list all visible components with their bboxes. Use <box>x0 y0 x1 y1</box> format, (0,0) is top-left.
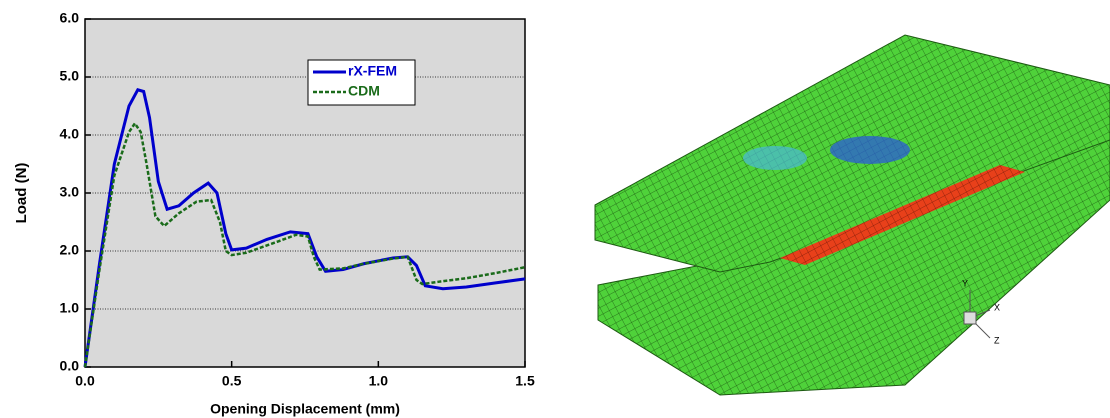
legend-label: rX-FEM <box>348 63 397 79</box>
y-tick-label: 4.0 <box>60 126 80 142</box>
stress-patch <box>743 146 807 170</box>
x-axis-label: Opening Displacement (mm) <box>210 401 400 417</box>
x-tick-label: 0.0 <box>75 373 95 389</box>
chart: Opening Displacement (mm) Load (N) 0.0 1.… <box>13 10 535 417</box>
axis-label: Z <box>994 335 1000 345</box>
axis-label: Y <box>962 278 968 288</box>
y-tick-label: 1.0 <box>60 300 80 316</box>
x-tick-label: 1.0 <box>369 373 389 389</box>
x-tick-label: 1.5 <box>515 373 535 389</box>
page: Opening Displacement (mm) Load (N) 0.0 1.… <box>0 0 1110 418</box>
x-tick-label: 0.5 <box>222 373 242 389</box>
y-tick-label: 5.0 <box>60 68 80 84</box>
stress-patch <box>830 136 910 164</box>
legend-label: CDM <box>348 83 380 99</box>
y-tick-label: 6.0 <box>60 10 80 26</box>
y-tick-label: 0.0 <box>60 358 80 374</box>
y-tick-label: 3.0 <box>60 184 80 200</box>
fem-image: Y X Z <box>595 35 1110 395</box>
y-axis-label: Load (N) <box>13 163 30 224</box>
y-tick-label: 2.0 <box>60 242 80 258</box>
axis-label: X <box>994 302 1000 312</box>
